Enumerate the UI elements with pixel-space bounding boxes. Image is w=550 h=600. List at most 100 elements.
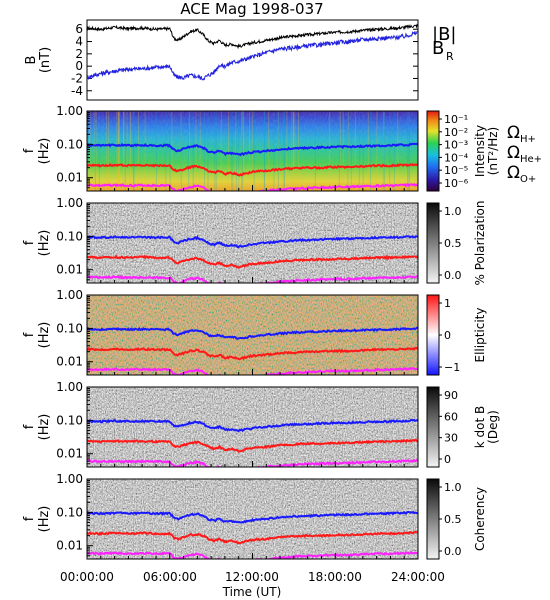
he-plus-line (87, 346, 418, 361)
f-tick-label: 0.01 (56, 263, 83, 277)
legend-he-plus-ion: He+ (520, 154, 542, 165)
spectrogram-texture (87, 203, 418, 283)
he-plus-line (87, 254, 418, 269)
colorbar-tick-label: 1 (444, 297, 451, 310)
legend-h-plus-ion: H+ (520, 134, 536, 145)
b-y-tick-label: 4 (75, 35, 83, 49)
f-axis-unit: (Hz) (37, 506, 52, 533)
x-axis-label: Time (UT) (222, 585, 282, 599)
colorbar-tick-label: 0 (444, 453, 451, 466)
legend-o-plus-ion: O+ (520, 174, 536, 185)
h-plus-line (87, 510, 418, 524)
f-tick-label: 0.10 (56, 505, 83, 519)
x-axis: 00:00:00 06:00:00 12:00:00 18:00:00 24:0… (60, 570, 445, 599)
b-r-line (87, 30, 418, 81)
panel-intensity: 1.00 0.10 0.01 f (Hz) 10⁻¹10⁻²10⁻³10⁻⁴10⁻⁵10⁻… (22, 104, 542, 192)
colorbar-tick-label: 60 (444, 410, 458, 423)
colorbar-tick-label: 0.5 (444, 237, 462, 250)
f-axis-unit: (Hz) (37, 230, 52, 257)
colorbar-label: % Polarization (473, 201, 487, 286)
colorbar-tick-label: −1 (444, 361, 460, 374)
f-tick-label: 1.00 (56, 196, 83, 210)
legend-he-plus: Ω He+ (507, 143, 542, 165)
legend-o-plus: Ω O+ (507, 163, 536, 185)
polarization-colorbar (426, 202, 440, 284)
o-plus-line (87, 458, 418, 467)
colorbar-tick-label: 0.0 (444, 269, 462, 282)
f-axis-label: f (22, 148, 37, 153)
colorbar-tick-label: 10⁻³ (444, 139, 468, 152)
ellipticity-spectrogram (87, 295, 418, 375)
f-axis-label: f (22, 516, 37, 521)
b-y-tick-label: -2 (71, 71, 83, 85)
coherency-spectrogram (87, 479, 418, 559)
panel-ellipticity: 1.00 0.10 0.01 f (Hz) 1 0 −1 Ellipticity (22, 288, 487, 376)
h-plus-line (87, 142, 418, 157)
colorbar-tick-label: 1.0 (444, 481, 462, 494)
legend-b-r-sub: R (446, 50, 454, 63)
h-plus-line (87, 326, 418, 340)
f-tick-label: 1.00 (56, 380, 83, 394)
f-tick-label: 0.01 (56, 539, 83, 553)
intensity-colorbar (426, 110, 440, 192)
f-axis-unit: (Hz) (37, 322, 52, 349)
b-total-line (87, 23, 418, 50)
x-tick-label: 06:00:00 (143, 570, 197, 584)
colorbar-label: Intensity (473, 125, 487, 177)
he-plus-line (87, 438, 418, 453)
spectrogram-texture-blue (87, 295, 418, 375)
k_dot_b-spectrogram (87, 387, 418, 467)
he-plus-line (87, 163, 418, 177)
colorbar-unit: (nT²/Hz) (486, 127, 500, 175)
f-axis-unit: (Hz) (37, 414, 52, 441)
legend-h-plus-omega: Ω (507, 123, 520, 143)
h-plus-line (87, 418, 418, 433)
b-field-plot-area (86, 19, 419, 101)
o-plus-line (87, 182, 418, 191)
colorbar-tick-label: 0.5 (444, 513, 462, 526)
colorbar-tick-label: 0.0 (444, 545, 462, 558)
x-tick-label: 24:00:00 (391, 570, 445, 584)
legend-h-plus: Ω H+ (507, 123, 536, 145)
f-tick-label: 0.01 (56, 447, 83, 461)
f-tick-label: 1.00 (56, 472, 83, 486)
legend-o-plus-omega: Ω (507, 163, 520, 183)
colorbar-label: Coherency (473, 487, 487, 551)
panel-coherency: 1.00 0.10 0.01 f (Hz) 1.0 0.5 0.0 Coherency (22, 472, 487, 560)
b-y-tick-label: 6 (75, 22, 83, 36)
k_dot_b-colorbar (426, 386, 440, 468)
o-plus-line (87, 366, 418, 375)
panel-polarization: 1.00 0.10 0.01 f (Hz) 1.0 0.5 0.0 % Polarization (22, 196, 487, 286)
b-field-ylabel-unit: (nT) (38, 47, 53, 73)
x-tick-label: 00:00:00 (60, 570, 114, 584)
b-y-tick-label: 0 (75, 59, 83, 73)
x-tick-label: 12:00:00 (225, 570, 279, 584)
f-axis-label: f (22, 240, 37, 245)
legend-b-r: B R (432, 38, 454, 63)
colorbar-tick-label: 10⁻⁶ (444, 177, 469, 190)
colorbar-label: Ellipticity (473, 308, 487, 363)
colorbar-tick-label: 10⁻⁵ (444, 164, 468, 177)
spectrogram-texture (87, 111, 418, 191)
f-tick-label: 0.10 (56, 321, 83, 335)
o-plus-line (87, 550, 418, 559)
polarization-spectrogram (87, 203, 418, 283)
colorbar-tick-label: 10⁻¹ (444, 113, 468, 126)
colorbar-tick-label: 10⁻² (444, 126, 468, 139)
legend-b-total: |B| (432, 24, 456, 45)
he-plus-line (87, 530, 418, 545)
f-tick-label: 1.00 (56, 104, 83, 118)
intensity-spectrogram (87, 111, 418, 191)
x-tick-label: 18:00:00 (308, 570, 362, 584)
spectral-panels: 1.000.100.01f (Hz)10⁻¹10⁻²10⁻³10⁻⁴10⁻⁵10⁻… (22, 104, 542, 560)
legend-he-plus-omega: Ω (507, 143, 520, 163)
f-tick-label: 0.10 (56, 413, 83, 427)
coherency-colorbar (426, 478, 440, 560)
h-plus-line (87, 234, 418, 249)
panel-k_dot_b: 1.00 0.10 0.01 f (Hz) 90 60 30 0 k dot B (Deg) (22, 380, 500, 468)
f-axis-unit: (Hz) (37, 138, 52, 165)
f-tick-label: 0.10 (56, 137, 83, 151)
